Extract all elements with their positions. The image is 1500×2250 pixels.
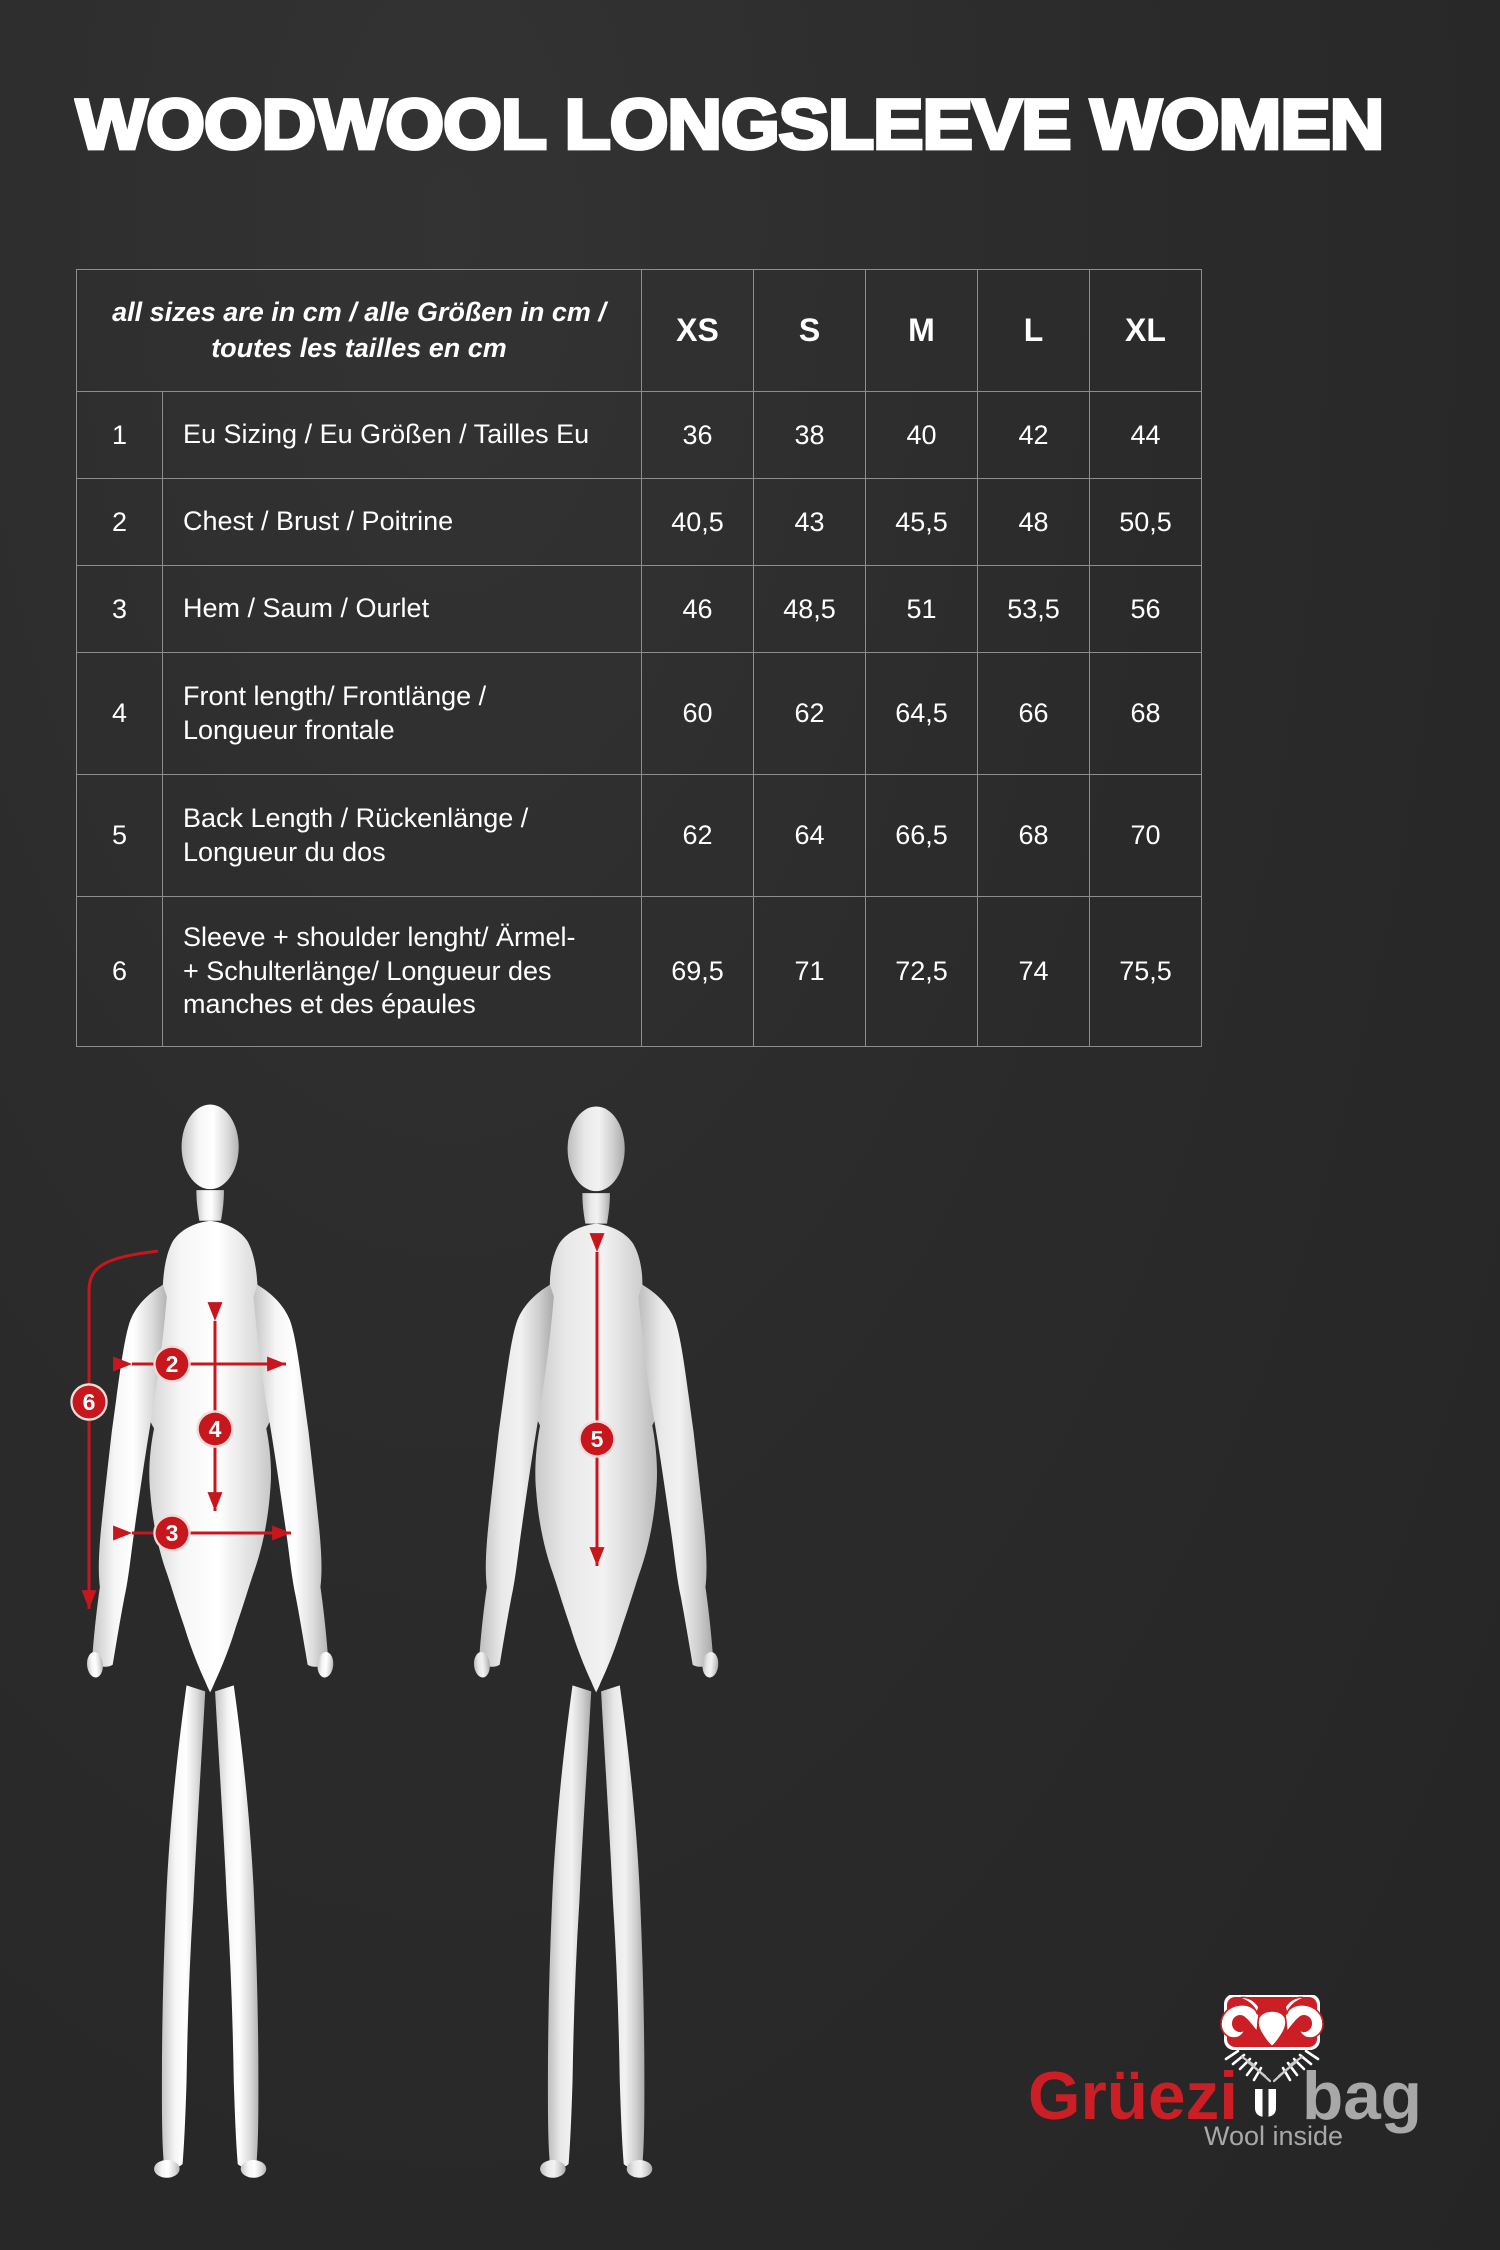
svg-text:6: 6 bbox=[83, 1389, 96, 1415]
svg-text:5: 5 bbox=[591, 1426, 604, 1452]
svg-text:3: 3 bbox=[166, 1520, 179, 1546]
svg-text:2: 2 bbox=[166, 1351, 179, 1377]
svg-text:4: 4 bbox=[209, 1416, 222, 1442]
svg-text:Wool inside: Wool inside bbox=[1204, 2121, 1343, 2151]
